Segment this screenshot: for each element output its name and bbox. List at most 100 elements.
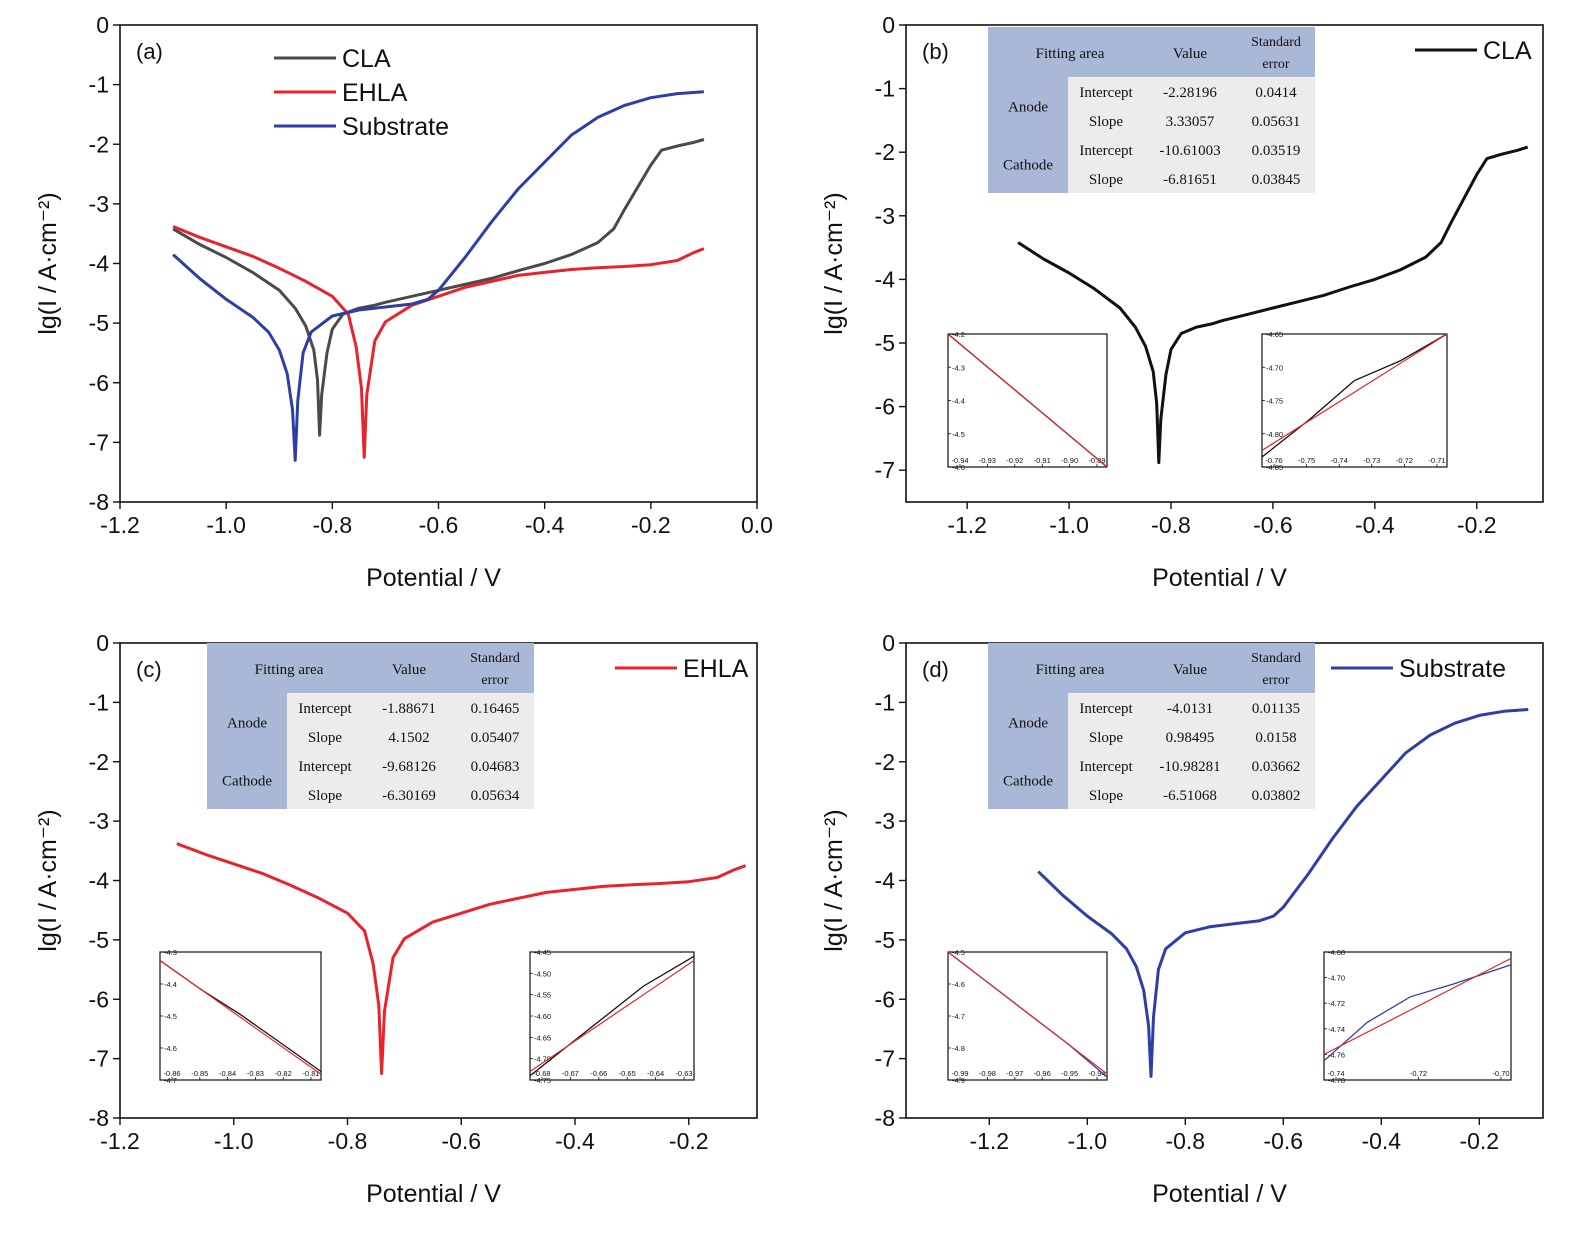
- x-tick-label: -0.8: [328, 1128, 368, 1154]
- y-tick-label: -7: [89, 1046, 109, 1072]
- table-param-label: Slope: [1089, 788, 1124, 804]
- x-tick-label: -0.4: [1355, 512, 1395, 538]
- x-tick-label: -0.4: [555, 1128, 595, 1154]
- inset-plot: -4.3 -4.4 -4.5 -4.6 -4.7-0.86 -0.85 -0.84 -0.83…: [159, 948, 322, 1085]
- inset-ytick-label: -4.75: [1266, 397, 1283, 406]
- table-area-label: Cathode: [1003, 158, 1053, 174]
- x-tick-label: -1.2: [969, 1128, 1009, 1154]
- table-area-label: Cathode: [222, 774, 272, 790]
- inset-ytick-label: -4.6: [164, 1044, 177, 1053]
- y-axis-label: lg(I / A·cm⁻²): [820, 809, 848, 951]
- legend-label-ehla: EHLA: [683, 655, 749, 683]
- inset-ytick-label: -4.3: [164, 948, 177, 957]
- table-area-column: [207, 643, 287, 809]
- x-tick-label: -1.0: [206, 512, 246, 538]
- table-header-standard-error: error: [481, 673, 509, 688]
- inset-xtick-label: -0.96: [1034, 1069, 1051, 1078]
- inset-ytick-label: -4.70: [534, 1055, 551, 1064]
- table-value-cell: -9.68126: [382, 759, 436, 775]
- legend-label-ehla: EHLA: [342, 79, 408, 107]
- y-axis-label: lg(I / A·cm⁻²): [34, 192, 62, 334]
- inset-ytick-label: -4.45: [534, 948, 551, 957]
- x-tick-label: -1.0: [1067, 1128, 1107, 1154]
- y-tick-label: -4: [875, 868, 896, 894]
- inset-xtick-label: -0.99: [951, 1069, 968, 1078]
- panel-b: 0 -1 -2 -3 -4 -5 -6 -7 -1.2 -1.0 -0.8 -0.6 -0.4 -0.2 P…: [820, 12, 1544, 592]
- y-tick-label: -3: [875, 808, 895, 834]
- y-tick-label: -3: [89, 808, 109, 834]
- inset-xtick-label: -0.86: [163, 1069, 180, 1078]
- inset-xtick-label: -0.92: [1006, 456, 1023, 465]
- y-tick-label: -5: [89, 927, 109, 953]
- x-tick-label: -0.4: [1361, 1128, 1401, 1154]
- inset-ytick-label: -4.80: [1266, 430, 1283, 439]
- y-tick-label: -4: [875, 266, 896, 292]
- table-error-cell: 0.03845: [1252, 172, 1301, 188]
- x-tick-label: -0.8: [1165, 1128, 1205, 1154]
- x-tick-label: -0.6: [441, 1128, 481, 1154]
- x-tick-label: -1.0: [214, 1128, 254, 1154]
- y-tick-label: -3: [89, 191, 109, 217]
- inset-xtick-label: -0.70: [1492, 1069, 1509, 1078]
- table-header-standard-error: Standard: [470, 651, 520, 666]
- table-error-cell: 0.05407: [471, 730, 520, 746]
- table-header-standard-error: Standard: [1251, 651, 1301, 666]
- inset-ytick-label: -4.9: [952, 1076, 965, 1085]
- inset-xtick-label: -0.94: [951, 456, 968, 465]
- inset-xtick-label: -0.97: [1006, 1069, 1023, 1078]
- y-axis-label: lg(I / A·cm⁻²): [34, 809, 62, 951]
- inset-xtick-label: -0.91: [1034, 456, 1051, 465]
- y-axis-label: lg(I / A·cm⁻²): [820, 192, 848, 334]
- y-tick-label: -2: [875, 749, 895, 775]
- table-header-value: Value: [392, 662, 426, 678]
- fit-table: Fitting area Value Standard error Anode Inter…: [988, 27, 1315, 193]
- table-value-cell: 4.1502: [388, 730, 429, 746]
- inset-ytick-label: -4.55: [534, 991, 551, 1000]
- inset-fit-line: [1323, 957, 1512, 1055]
- inset-xtick-label: -0.72: [1396, 456, 1413, 465]
- inset-xtick-label: -0.76: [1265, 456, 1282, 465]
- inset-ytick-label: -4.7: [952, 1012, 965, 1021]
- y-tick-label: -3: [875, 203, 895, 229]
- y-tick-label: -5: [875, 927, 895, 953]
- table-error-cell: 0.0414: [1255, 85, 1297, 101]
- x-tick-label: -0.6: [1253, 512, 1293, 538]
- inset-xtick-label: -0.72: [1410, 1069, 1427, 1078]
- table-error-cell: 0.01135: [1252, 701, 1300, 717]
- y-tick-label: 0: [882, 630, 895, 656]
- table-header-value: Value: [1173, 46, 1207, 62]
- inset-ytick-label: -4.5: [164, 1012, 177, 1021]
- inset-ytick-label: -4.5: [952, 430, 965, 439]
- y-tick-label: -4: [89, 251, 110, 277]
- table-area-label: Anode: [227, 716, 267, 732]
- inset-data-line: [1261, 333, 1448, 458]
- inset-ytick-label: -4.85: [1266, 463, 1283, 472]
- table-value-cell: -1.88671: [382, 701, 436, 717]
- series-line-cla: [172, 138, 705, 437]
- inset-frame: [159, 951, 322, 1081]
- inset-ytick-label: -4.60: [534, 1012, 551, 1021]
- inset-plot: -4.2 -4.3 -4.4 -4.5 -4.6-0.94 -0.93 -0.92 -0.91…: [947, 330, 1108, 472]
- x-tick-label: -0.4: [525, 512, 565, 538]
- table-param-label: Slope: [1089, 730, 1124, 746]
- table-header-fitting-area: Fitting area: [1036, 46, 1105, 62]
- table-param-label: Slope: [1089, 172, 1124, 188]
- table-header-standard-error: error: [1262, 57, 1290, 72]
- inset-fit-line: [947, 951, 1108, 1075]
- legend-label-substrate: Substrate: [342, 113, 449, 141]
- table-area-column: [988, 27, 1068, 193]
- inset-xtick-label: -0.90: [1061, 456, 1078, 465]
- inset-ytick-label: -4.50: [534, 969, 551, 978]
- y-tick-label: -8: [89, 1105, 109, 1131]
- table-header-value: Value: [1173, 662, 1207, 678]
- table-param-label: Intercept: [1079, 143, 1133, 159]
- inset-frame: [1261, 333, 1448, 468]
- inset-xtick-label: -0.65: [619, 1069, 636, 1078]
- table-area-column: [988, 643, 1068, 809]
- y-tick-label: -4: [89, 868, 110, 894]
- panel-a: 0 -1 -2 -3 -4 -5 -6 -7 -8-1.2 -1.0 -0.8 -0.6 -0.4 -0.…: [34, 12, 773, 592]
- inset-xtick-label: -0.75: [1298, 456, 1315, 465]
- x-tick-label: -0.8: [1151, 512, 1191, 538]
- y-tick-label: -7: [89, 429, 109, 455]
- table-param-label: Intercept: [298, 759, 352, 775]
